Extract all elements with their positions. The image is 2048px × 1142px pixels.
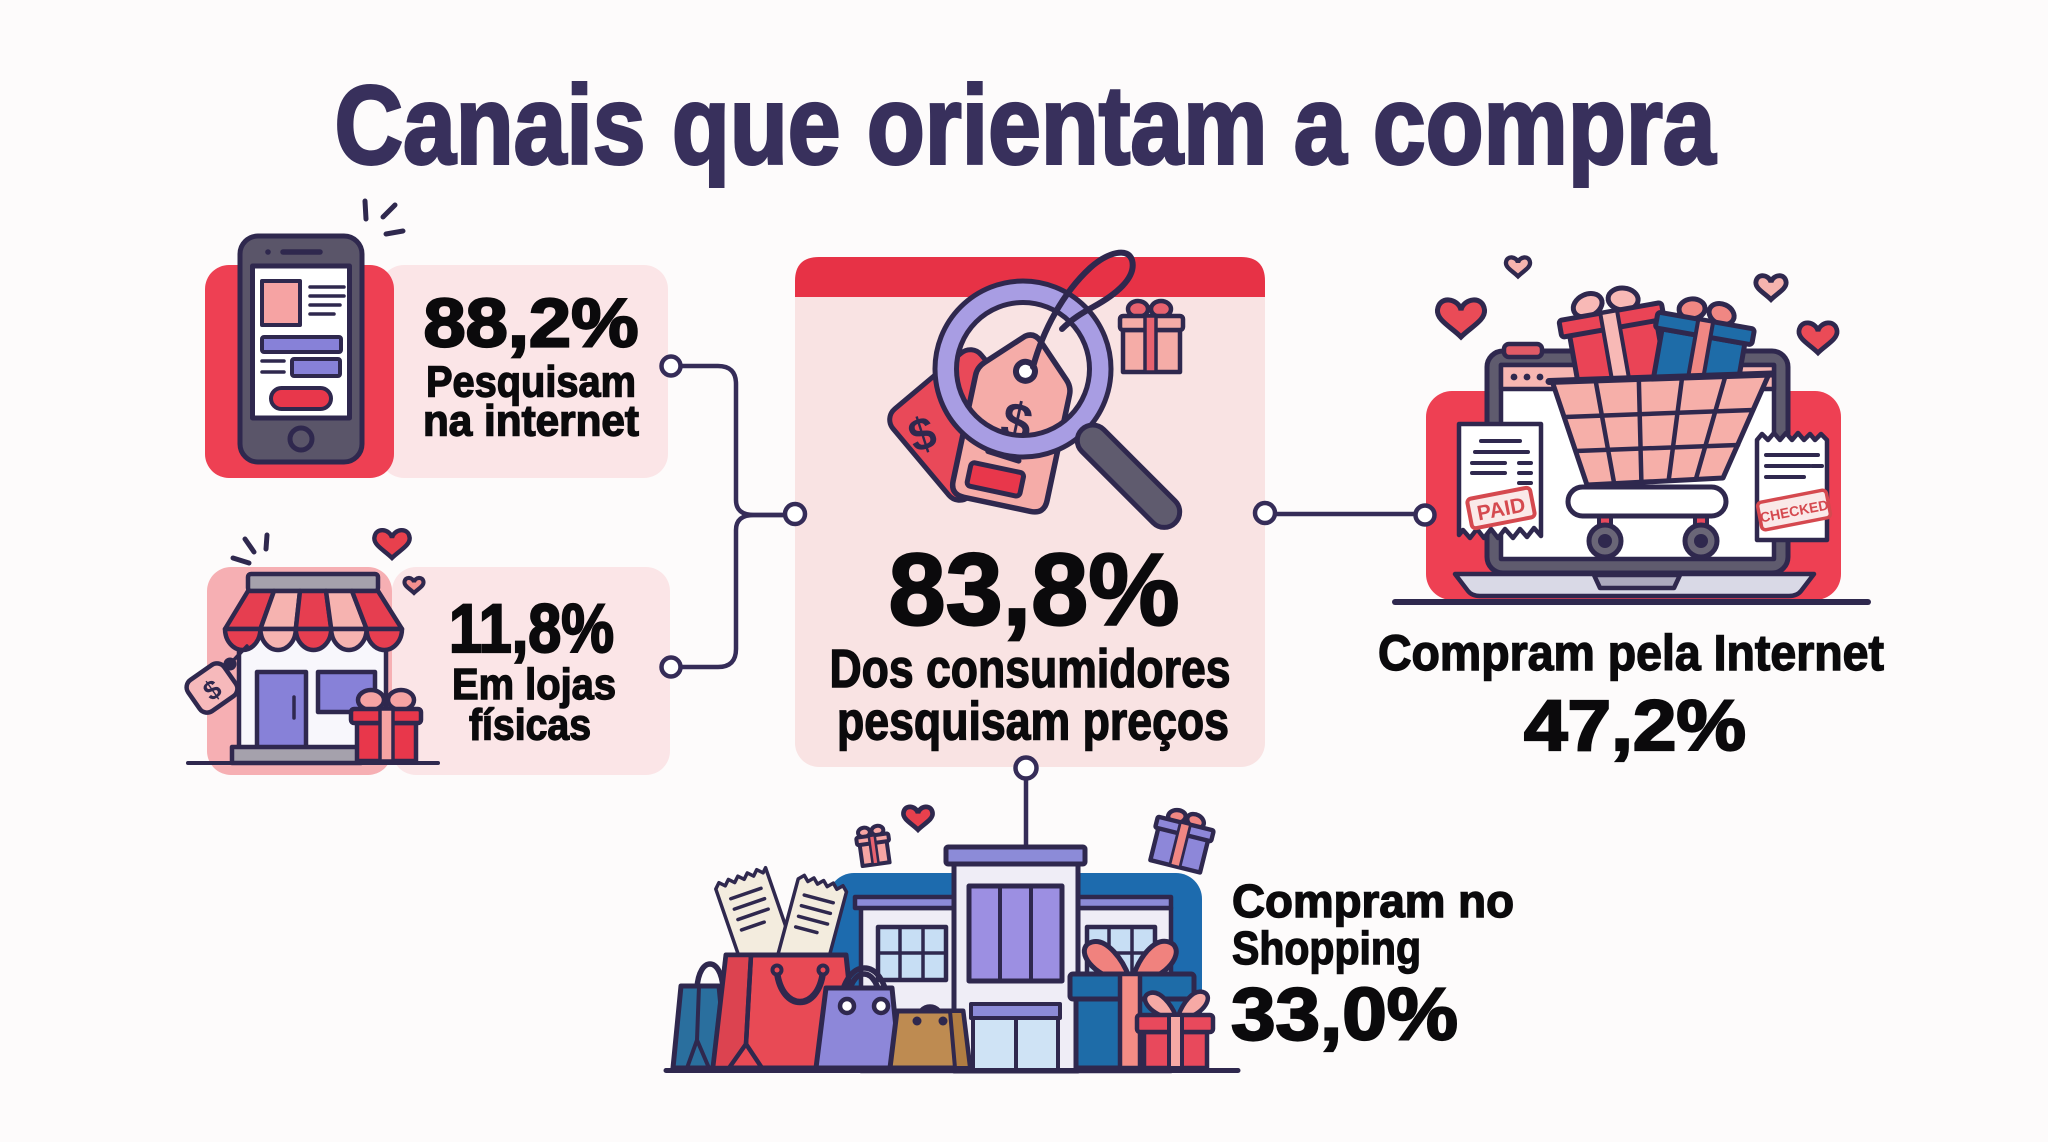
svg-text:33,0%: 33,0%	[1231, 972, 1458, 1055]
svg-text:Dos consumidores: Dos consumidores	[830, 639, 1231, 699]
svg-text:88,2%: 88,2%	[424, 285, 639, 362]
svg-text:Compram pela Internet: Compram pela Internet	[1378, 625, 1884, 681]
svg-text:pesquisam preços: pesquisam preços	[837, 692, 1229, 752]
svg-text:na internet: na internet	[423, 397, 639, 446]
svg-text:83,8%: 83,8%	[889, 533, 1180, 647]
svg-text:Shopping: Shopping	[1232, 922, 1421, 974]
svg-text:Pesquisam: Pesquisam	[426, 358, 636, 407]
svg-text:47,2%: 47,2%	[1524, 687, 1746, 766]
svg-text:físicas: físicas	[469, 701, 591, 750]
svg-text:11,8%: 11,8%	[449, 590, 614, 667]
svg-text:Compram no: Compram no	[1232, 875, 1514, 927]
svg-text:Em lojas: Em lojas	[452, 660, 616, 709]
svg-text:Canais que orientam a compra: Canais que orientam a compra	[335, 64, 1717, 188]
